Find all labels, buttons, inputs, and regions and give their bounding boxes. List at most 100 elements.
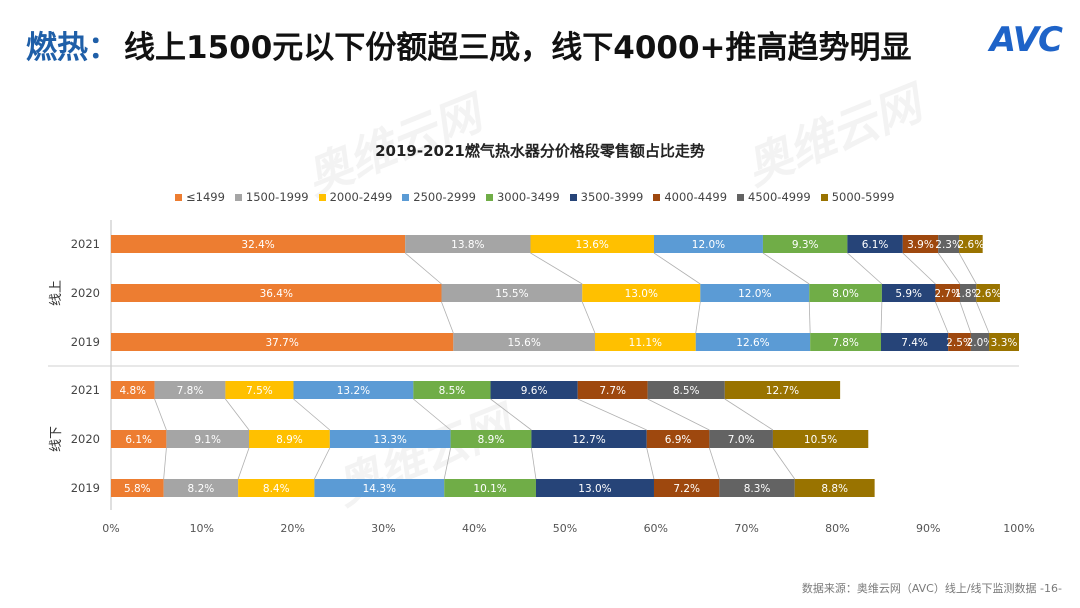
bar-segment bbox=[490, 381, 578, 399]
bar-segment bbox=[249, 430, 330, 448]
bar-segment bbox=[111, 479, 164, 497]
bar-segment bbox=[646, 430, 710, 448]
data-label: 8.5% bbox=[673, 385, 700, 397]
data-label: 7.8% bbox=[832, 337, 859, 349]
bar-segment bbox=[653, 235, 763, 253]
connector-line bbox=[293, 398, 331, 431]
data-label: 4.8% bbox=[119, 385, 146, 397]
data-label: 3.3% bbox=[991, 337, 1018, 349]
legend-label: 2000-2499 bbox=[329, 190, 393, 204]
bar-segment bbox=[772, 430, 869, 448]
bar-segment bbox=[329, 430, 451, 448]
connector-line bbox=[647, 398, 710, 431]
bar-segment bbox=[724, 381, 841, 399]
bar-segment bbox=[530, 235, 654, 253]
legend-swatch bbox=[569, 193, 577, 201]
bar-segment bbox=[582, 284, 701, 302]
legend-swatch bbox=[318, 193, 326, 201]
group-label: 线上 bbox=[49, 280, 64, 306]
x-tick-label: 40% bbox=[462, 522, 486, 535]
data-label: 8.3% bbox=[744, 483, 771, 495]
legend-swatch bbox=[485, 193, 493, 201]
data-label: 13.8% bbox=[451, 239, 484, 251]
data-label: 14.3% bbox=[363, 483, 396, 495]
connector-line bbox=[225, 398, 250, 431]
bar-segment bbox=[880, 333, 949, 351]
data-label: 37.7% bbox=[265, 337, 298, 349]
data-label: 8.9% bbox=[478, 434, 505, 446]
bar-segment bbox=[959, 284, 977, 302]
data-label: 6.9% bbox=[665, 434, 692, 446]
data-label: 13.6% bbox=[576, 239, 609, 251]
data-label: 6.1% bbox=[125, 434, 152, 446]
connector-line bbox=[577, 398, 647, 431]
data-label: 2.7% bbox=[934, 288, 961, 300]
legend-swatch bbox=[234, 193, 242, 201]
data-label: 8.8% bbox=[821, 483, 848, 495]
data-label: 9.3% bbox=[792, 239, 819, 251]
connector-line bbox=[808, 301, 811, 334]
row-label: 2019 bbox=[71, 481, 100, 495]
legend-swatch bbox=[175, 193, 182, 201]
legend-label: 4500-4999 bbox=[748, 190, 811, 204]
connector-line bbox=[762, 252, 810, 285]
data-label: 7.8% bbox=[177, 385, 204, 397]
connector-line bbox=[163, 447, 167, 480]
legend-item: 2500-2999 bbox=[402, 190, 476, 204]
legend-item: 4000-4499 bbox=[653, 190, 727, 204]
bar-segment bbox=[577, 381, 648, 399]
legend-label: ≤1499 bbox=[186, 190, 225, 204]
connector-line bbox=[772, 447, 796, 480]
bar-segment bbox=[700, 284, 810, 302]
data-label: 5.9% bbox=[895, 288, 922, 300]
x-tick-label: 70% bbox=[734, 522, 758, 535]
avc-logo: AVC bbox=[989, 20, 1063, 60]
data-label: 7.7% bbox=[599, 385, 626, 397]
legend-item: ≤1499 bbox=[175, 190, 225, 204]
x-tick-label: 100% bbox=[1003, 522, 1034, 535]
group-label: 线下 bbox=[49, 426, 64, 452]
chart-legend: ≤1499 1500-1999 2000-2499 2500-2999 3000-349… bbox=[175, 190, 904, 204]
bar-segment bbox=[238, 479, 315, 497]
bar-segment bbox=[695, 333, 811, 351]
legend-item: 1500-1999 bbox=[234, 190, 309, 204]
chart-title: 2019-2021燃气热水器分价格段零售额占比走势 bbox=[375, 142, 705, 160]
connector-line bbox=[959, 301, 972, 334]
legend-swatch bbox=[820, 193, 828, 201]
page-title-key: 燃热： bbox=[26, 30, 119, 66]
bar-segment bbox=[453, 333, 595, 351]
legend-swatch bbox=[402, 193, 410, 201]
legend-label: 4000-4499 bbox=[664, 190, 728, 204]
x-tick-label: 0% bbox=[102, 522, 119, 535]
bar-segment bbox=[809, 284, 882, 302]
row-label: 2021 bbox=[71, 383, 100, 397]
connector-line bbox=[443, 447, 451, 480]
data-label: 12.0% bbox=[692, 239, 725, 251]
data-label: 10.5% bbox=[804, 434, 837, 446]
x-tick-label: 90% bbox=[916, 522, 940, 535]
connector-line bbox=[404, 252, 442, 285]
bar-segment bbox=[762, 235, 848, 253]
bar-segment bbox=[938, 235, 960, 253]
bar-segment bbox=[111, 235, 406, 253]
footer-source: 数据来源：奥维云网（AVC）线上/线下监测数据 -16- bbox=[801, 582, 1062, 595]
bar-segment bbox=[163, 479, 239, 497]
bar-segment bbox=[881, 284, 936, 302]
bar-segment bbox=[794, 479, 875, 497]
bar-segment bbox=[847, 235, 903, 253]
connector-line bbox=[441, 301, 454, 334]
data-label: 36.4% bbox=[260, 288, 293, 300]
data-label: 8.0% bbox=[832, 288, 859, 300]
x-tick-label: 20% bbox=[280, 522, 304, 535]
bar-segment bbox=[653, 479, 720, 497]
x-tick-label: 30% bbox=[371, 522, 395, 535]
data-label: 12.7% bbox=[572, 434, 605, 446]
connector-line bbox=[708, 447, 720, 480]
data-label: 8.9% bbox=[276, 434, 303, 446]
bar-segment bbox=[976, 284, 1000, 302]
connector-line bbox=[653, 252, 701, 285]
row-label: 2020 bbox=[71, 286, 100, 300]
connector-line bbox=[880, 301, 883, 334]
x-tick-label: 10% bbox=[190, 522, 214, 535]
